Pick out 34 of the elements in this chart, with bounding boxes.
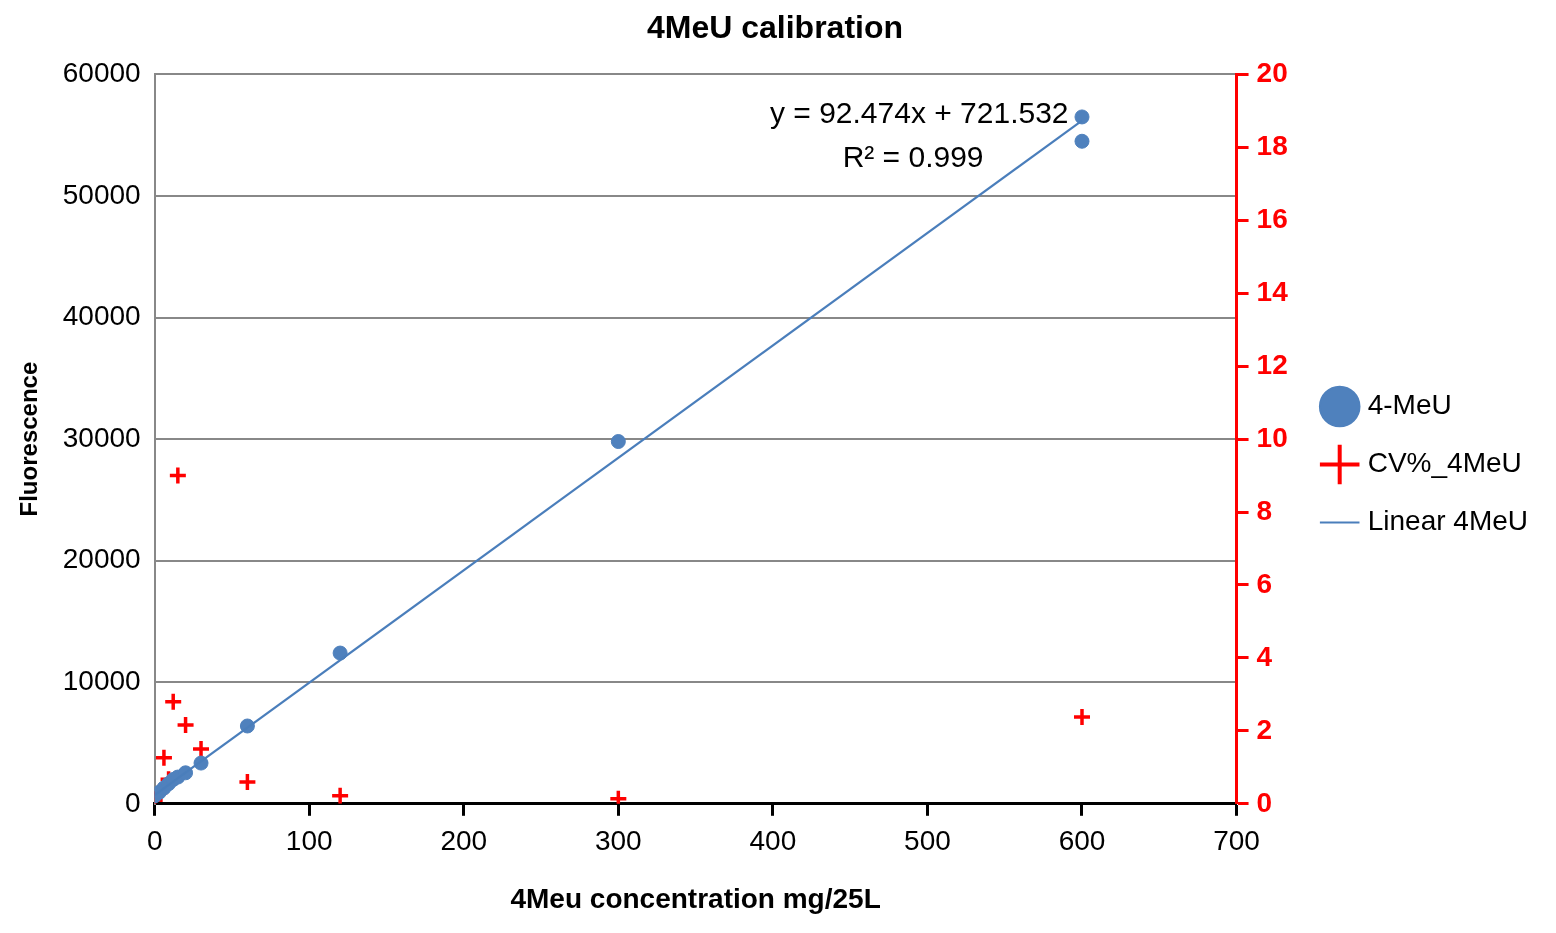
x-tick-label: 100: [285, 825, 333, 857]
annotation: y = 92.474x + 721.532: [769, 95, 1069, 129]
y2-tick-label: 16: [1256, 203, 1288, 234]
x-tick-label: 300: [594, 825, 642, 857]
y2-tick-label: 14: [1256, 275, 1289, 307]
y2-tick-label: 10: [1256, 421, 1288, 453]
y-tick-label: 40000: [62, 300, 141, 332]
y2-tick-label: 18: [1256, 130, 1288, 162]
y2-tick-label: 20: [1256, 57, 1288, 89]
y2-tick-label: 12: [1256, 348, 1288, 380]
y-tick-label: 30000: [62, 421, 141, 453]
legend-label: Linear 4MeU: [1367, 505, 1529, 537]
y2-tick-label: 2: [1256, 713, 1273, 745]
x-tick-label: 0: [146, 825, 163, 857]
x-tick-label: 500: [904, 825, 951, 857]
y2-tick-label: 8: [1256, 494, 1273, 526]
y2-tick-label: 0: [1256, 786, 1273, 818]
y2-tick-label: 6: [1256, 567, 1273, 599]
x-axis-title: 4Meu concentration mg/25L: [510, 882, 881, 914]
x-tick-label: 200: [440, 825, 488, 857]
annotation: R² = 0.999: [842, 139, 984, 173]
x-tick-label: 700: [1213, 825, 1260, 857]
y2-tick-label: 4: [1256, 640, 1273, 672]
x-tick-label: 600: [1058, 825, 1106, 857]
x-tick-label: 400: [749, 825, 797, 857]
y-tick-label: 50000: [62, 178, 141, 210]
legend-label: 4-MeU: [1367, 389, 1452, 421]
legend-label: CV%_4MeU: [1367, 447, 1522, 479]
chart-title: 4MeU calibration: [646, 9, 904, 46]
y-tick-label: 60000: [62, 57, 141, 89]
y-tick-label: 0: [125, 786, 141, 818]
y-axis-title: Fluorescence: [15, 361, 43, 517]
y-tick-label: 10000: [62, 664, 141, 696]
y-tick-label: 20000: [62, 543, 141, 575]
